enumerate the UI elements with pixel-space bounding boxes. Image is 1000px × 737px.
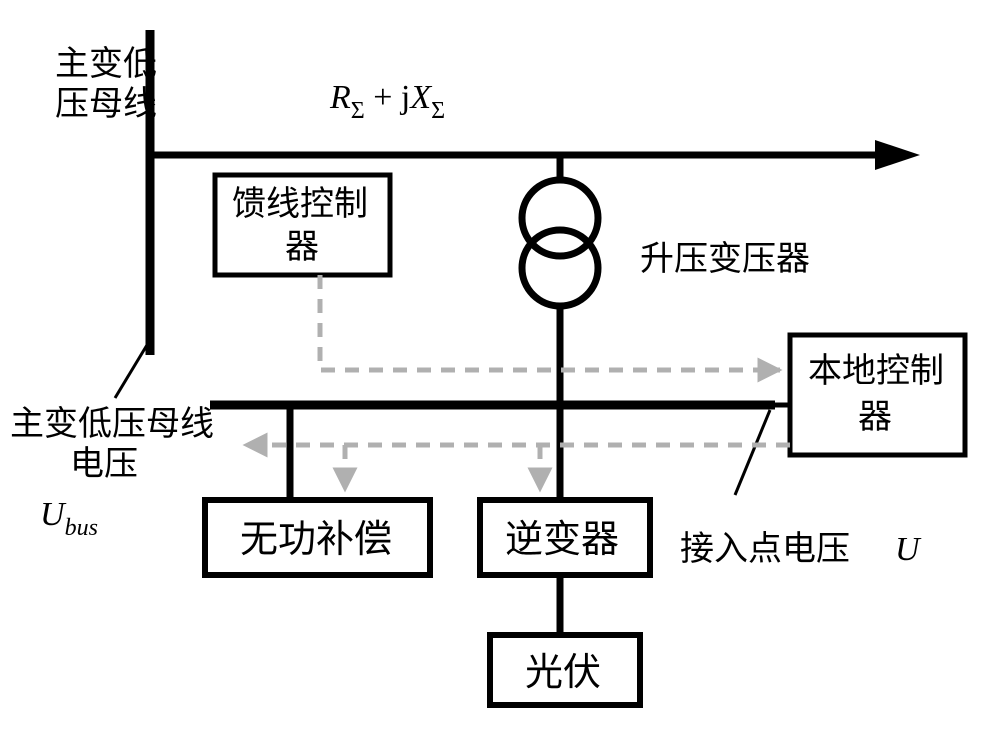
u-bus-U: U <box>40 496 67 533</box>
access-point-voltage-label: 接入点电压 <box>680 530 850 568</box>
formula-R: R <box>329 79 351 116</box>
main-bus-label-l2: 压母线 <box>55 85 157 123</box>
feeder-arrowhead <box>875 140 920 170</box>
main-bus-voltage-label-l2: 电压 <box>70 445 138 483</box>
impedance-formula: RΣ + jXΣ <box>329 79 445 124</box>
main-bus-label-l1: 主变低 <box>55 45 157 83</box>
transformer-label: 升压变压器 <box>640 240 810 278</box>
access-point-pointer <box>735 410 770 495</box>
local-controller-label-l1: 本地控制 <box>808 352 944 390</box>
pv-label: 光伏 <box>525 652 601 694</box>
main-bus-pointer <box>115 340 150 398</box>
u-bus-symbol: Ubus <box>40 496 98 541</box>
inverter-label: 逆变器 <box>505 519 619 561</box>
svg-text:RΣ + jXΣ: RΣ + jXΣ <box>329 79 445 124</box>
u-bus-sub: bus <box>65 515 98 541</box>
main-bus-voltage-label-l1: 主变低压母线 <box>10 405 214 443</box>
formula-X: X <box>408 79 432 116</box>
dashed-feeder-to-local <box>320 275 780 370</box>
formula-sigma1: Σ <box>351 98 365 124</box>
transformer-coil-bottom <box>522 230 598 306</box>
feeder-controller-label-l1: 馈线控制 <box>232 185 368 223</box>
local-controller-label-l2: 器 <box>858 399 892 436</box>
formula-sigma2: Σ <box>431 98 445 124</box>
access-point-u: U <box>895 531 922 568</box>
reactive-comp-label: 无功补偿 <box>240 519 392 561</box>
formula-plus-j: + j <box>365 79 411 116</box>
feeder-controller-label-l2: 器 <box>285 229 319 266</box>
